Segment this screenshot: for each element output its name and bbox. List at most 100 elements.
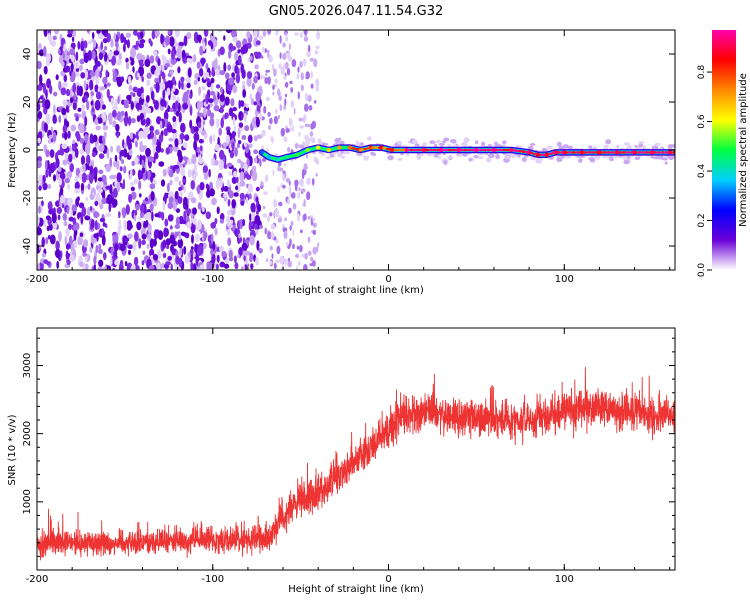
spectrogram-noise-blob (292, 243, 295, 250)
spectrogram-noise-blob (69, 254, 75, 262)
spectrogram-noise-blob (89, 206, 93, 211)
spectrogram-noise-blob (45, 168, 49, 178)
spectrogram-noise-blob (234, 147, 238, 157)
spectrogram-noise-blob (37, 263, 41, 270)
spectrogram-noise-blob (119, 166, 123, 172)
snr-panel: -200 -100 0 100 1000 2000 3000 Height of strai… (7, 327, 676, 595)
spectrogram-noise-blob (216, 263, 219, 270)
spectrogram-noise-blob (185, 77, 191, 83)
spectrogram-noise-blob (178, 232, 182, 241)
spectrogram-noise-blob (190, 261, 194, 270)
signal-core-blob (505, 148, 511, 152)
spectrogram-noise-blob (161, 64, 165, 73)
spectrogram-noise-blob (126, 39, 130, 49)
spectrogram-noise-blob (190, 197, 197, 204)
spectrogram-noise-blob (132, 86, 139, 93)
spectrogram-noise-blob (296, 245, 300, 250)
spectrogram-noise-blob (37, 84, 43, 92)
spectrogram-noise-blob (87, 206, 91, 217)
spectrogram-noise-blob (244, 263, 248, 270)
spectrogram-noise-blob (218, 159, 224, 171)
spectrogram-noise-blob (184, 255, 190, 264)
spectrogram-noise-blob (68, 216, 74, 222)
signal-core-blob (482, 148, 487, 152)
spectrogram-noise-blob (255, 91, 261, 103)
spectrogram-noise-blob (159, 120, 163, 130)
spectrogram-noise-blob (247, 183, 253, 193)
spectrogram-noise-blob (255, 186, 260, 192)
spectrogram-noise-blob (84, 215, 91, 221)
spectrogram-noise-blob (239, 100, 245, 107)
signal-track-point (284, 155, 289, 160)
spectrogram-noise-blob (141, 92, 145, 100)
spectrogram-halo-blob (337, 152, 343, 157)
spectrogram-noise-blob (125, 32, 132, 38)
spectrogram-noise-blob (114, 244, 119, 252)
spectrogram-noise-blob (146, 79, 151, 87)
spectrogram-noise-blob (207, 40, 213, 46)
signal-core-blob (579, 151, 584, 154)
spectrogram-noise-blob (42, 175, 46, 183)
spectrogram-noise-blob (278, 201, 283, 207)
spectrogram-noise-blob (243, 163, 248, 172)
spectrogram-noise-blob (196, 34, 202, 42)
spectrogram-noise-blob (86, 154, 91, 165)
spectrogram-noise-blob (75, 115, 79, 122)
spectrogram-noise-blob (44, 159, 48, 171)
spectrogram-noise-blob (237, 56, 242, 66)
spectrogram-noise-blob (62, 50, 66, 60)
signal-core-blob (513, 149, 518, 152)
spectrogram-noise-blob (142, 250, 146, 255)
spectrogram-noise-blob (45, 215, 51, 221)
spectrogram-noise-blob (173, 164, 180, 170)
spectrogram-noise-blob (270, 231, 275, 240)
spectrogram-noise-blob (243, 141, 247, 148)
spectrogram-noise-blob (72, 30, 76, 38)
spectrogram-noise-blob (70, 54, 75, 63)
spectrogram-noise-blob (74, 188, 81, 194)
spectrogram-noise-blob (158, 161, 165, 167)
spectrogram-halo-blob (411, 139, 418, 144)
spectrogram-noise-blob (192, 217, 197, 225)
spectrogram-noise-blob (135, 102, 141, 111)
spectrogram-noise-blob (284, 81, 289, 88)
spectrogram-noise-blob (45, 89, 48, 100)
spectrogram-noise-blob (117, 111, 121, 121)
spectrogram-noise-blob (257, 203, 262, 212)
signal-core-blob (405, 148, 410, 152)
spectrogram-noise-blob (313, 58, 318, 68)
spectrogram-noise-blob (112, 174, 117, 180)
spectrogram-noise-blob (259, 158, 262, 167)
spectrogram-noise-blob (172, 115, 177, 123)
spectrogram-halo-blob (475, 140, 479, 145)
spectrogram-noise-blob (289, 80, 293, 84)
spectrogram-noise-blob (38, 185, 42, 191)
signal-track-point (326, 147, 331, 153)
spectrogram-noise-blob (246, 103, 249, 109)
spectrogram-noise-blob (145, 147, 151, 157)
spectrogram-noise-blob (57, 214, 61, 221)
spectrogram-noise-blob (124, 261, 128, 267)
spectrogram-noise-blob (127, 244, 134, 250)
spectrogram-noise-blob (231, 199, 236, 209)
spectrogram-noise-blob (226, 215, 231, 226)
colorbar-tick-label: 0.0 (697, 263, 707, 278)
signal-core-blob (374, 146, 379, 149)
spectrogram-noise-blob (266, 215, 271, 223)
spectrogram-noise-blob (120, 33, 124, 44)
signal-core-blob (648, 151, 654, 154)
spectrogram-halo-blob (638, 141, 645, 144)
spectrogram-noise-blob (236, 143, 240, 149)
spectrogram-halo-blob (397, 157, 403, 161)
spectrogram-noise-blob (294, 179, 299, 187)
spectrogram-noise-blob (78, 172, 83, 180)
signal-core-blob (610, 151, 615, 154)
spectrogram-noise-blob (303, 114, 306, 124)
spectrogram-noise-blob (59, 187, 64, 196)
spectrogram-noise-blob (219, 245, 224, 252)
spectrogram-noise-blob (284, 258, 288, 266)
spectrogram-noise-blob (102, 76, 108, 85)
spectrogram-noise-blob (146, 211, 152, 220)
spectrogram-noise-blob (45, 113, 51, 125)
spectrogram-noise-blob (306, 191, 311, 201)
